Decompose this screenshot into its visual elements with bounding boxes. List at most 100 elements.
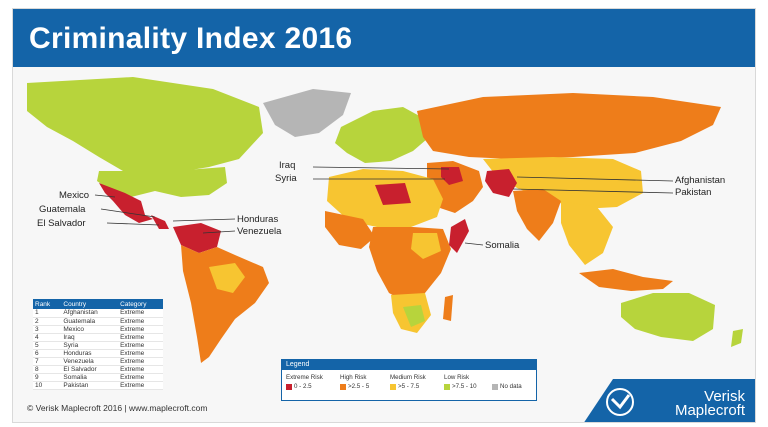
table-row: 6 Honduras Extreme [33, 349, 163, 358]
label-somalia: Somalia [485, 240, 520, 251]
column-header-rank: Rank [33, 299, 62, 309]
column-header-country: Country [61, 299, 119, 309]
region-east-africa-medium [411, 233, 441, 259]
legend-category [492, 374, 522, 383]
region-south-america [181, 245, 269, 363]
cell-country: Iraq [61, 333, 119, 342]
region-central-america [151, 215, 169, 229]
region-europe [335, 107, 427, 163]
label-honduras: Honduras [237, 214, 278, 225]
label-iraq: Iraq [279, 160, 295, 171]
region-venezuela [173, 223, 221, 253]
cell-rank: 1 [33, 309, 62, 318]
cell-country: Venezuela [61, 357, 119, 366]
region-india [513, 189, 561, 241]
region-iraq-syria [441, 167, 463, 185]
copyright-footer: © Verisk Maplecroft 2016 | www.maplecrof… [27, 403, 208, 413]
cell-country: El Salvador [61, 365, 119, 374]
legend-item-extreme: Extreme Risk 0 - 2.5 [286, 374, 323, 390]
infographic-frame: Criminality Index 2016 [12, 8, 756, 423]
cell-country: Mexico [61, 325, 119, 334]
legend-item-low: Low Risk >7.5 - 10 [444, 374, 477, 390]
cell-rank: 10 [33, 381, 62, 390]
region-south-africa-low [403, 305, 425, 327]
legend-category: High Risk [340, 374, 367, 381]
cell-rank: 4 [33, 333, 62, 342]
cell-country: Syria [61, 341, 119, 350]
cell-rank: 6 [33, 349, 62, 358]
legend-range: >2.5 - 5 [348, 383, 370, 390]
legend-range: >5 - 7.5 [398, 383, 420, 390]
legend-range: No data [500, 383, 522, 390]
cell-country: Honduras [61, 349, 119, 358]
region-new-zealand [731, 329, 743, 347]
cell-category: Extreme [118, 309, 163, 318]
legend-range: 0 - 2.5 [294, 383, 312, 390]
legend-swatch-low [444, 383, 450, 390]
region-se-asia [561, 201, 613, 265]
ranking-table: Rank Country Category 1 Afghanistan Extrem… [33, 299, 163, 390]
legend-items: Extreme Risk 0 - 2.5 High Risk >2.5 - 5 … [286, 374, 532, 398]
table-row: 9 Somalia Extreme [33, 373, 163, 382]
map-legend: Legend Extreme Risk 0 - 2.5 High Risk >2… [281, 359, 537, 401]
region-canada [27, 77, 263, 173]
region-somalia [449, 219, 469, 253]
table-header-row: Rank Country Category [33, 299, 163, 309]
region-mexico [99, 183, 153, 223]
legend-item-high: High Risk >2.5 - 5 [340, 374, 369, 390]
legend-category: Low Risk [444, 374, 470, 381]
page-title: Criminality Index 2016 [29, 22, 353, 55]
region-china [483, 157, 643, 209]
legend-swatch-no-data [492, 383, 498, 390]
region-madagascar [443, 295, 453, 321]
label-el-salvador: El Salvador [37, 218, 86, 229]
region-usa [97, 167, 227, 197]
cell-rank: 7 [33, 357, 62, 366]
legend-swatch-high [340, 383, 346, 390]
legend-title: Legend [282, 360, 536, 370]
region-central-africa [369, 227, 451, 303]
table-row: 4 Iraq Extreme [33, 333, 163, 342]
legend-category: Extreme Risk [286, 374, 323, 381]
legend-swatch-extreme [286, 383, 292, 390]
legend-swatch-medium [390, 383, 396, 390]
cell-category: Extreme [118, 317, 163, 326]
label-venezuela: Venezuela [237, 226, 282, 237]
cell-country: Afghanistan [61, 309, 119, 318]
table-row: 8 El Salvador Extreme [33, 365, 163, 374]
column-header-category: Category [118, 299, 163, 309]
world-map: Iraq Syria Afghanistan Pakistan Mexico G… [27, 77, 743, 363]
legend-range: >7.5 - 10 [452, 383, 477, 390]
cell-country: Guatemala [61, 317, 119, 326]
label-mexico: Mexico [59, 190, 89, 201]
region-afghanistan-pakistan [485, 169, 517, 197]
cell-rank: 5 [33, 341, 62, 350]
callout-lines [94, 166, 674, 246]
legend-category: Medium Risk [390, 374, 426, 381]
table-row: 1 Afghanistan Extreme [33, 309, 163, 318]
cell-category: Extreme [118, 341, 163, 350]
label-guatemala: Guatemala [39, 204, 86, 215]
region-libya [375, 183, 411, 205]
cell-category: Extreme [118, 333, 163, 342]
label-syria: Syria [275, 173, 297, 184]
cell-country: Somalia [61, 373, 119, 382]
table-row: 5 Syria Extreme [33, 341, 163, 350]
verisk-logo-icon [606, 388, 634, 416]
cell-category: Extreme [118, 373, 163, 382]
cell-country: Pakistan [61, 381, 119, 390]
region-australia [621, 293, 715, 341]
region-brazil-medium [209, 263, 245, 293]
cell-rank: 9 [33, 373, 62, 382]
brand-name-line1: Verisk [704, 388, 745, 405]
brand-background [584, 379, 755, 422]
table-row: 2 Guatemala Extreme [33, 317, 163, 326]
label-afghanistan: Afghanistan [675, 175, 725, 186]
table-row: 10 Pakistan Extreme [33, 381, 163, 390]
cell-category: Extreme [118, 381, 163, 390]
cell-category: Extreme [118, 357, 163, 366]
brand-block: Verisk Maplecroft [583, 379, 755, 422]
cell-rank: 3 [33, 325, 62, 334]
region-indonesia [579, 269, 673, 291]
region-greenland [263, 89, 351, 137]
